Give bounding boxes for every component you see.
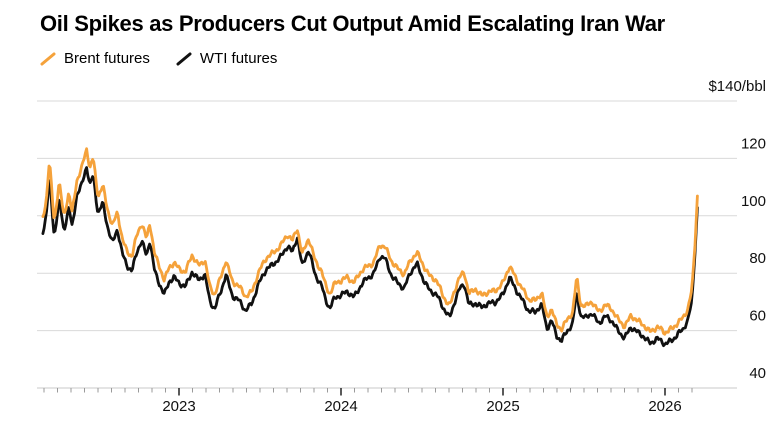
- slash-icon: [40, 52, 56, 65]
- x-axis-label-2024: 2024: [324, 398, 357, 415]
- legend-item-brent: Brent futures: [40, 50, 150, 67]
- legend-label-wti: WTI futures: [199, 50, 278, 67]
- y-axis-label-120: 120: [741, 135, 766, 152]
- chart-legend: Brent futures WTI futures: [40, 50, 277, 67]
- legend-item-wti: WTI futures: [176, 50, 278, 67]
- slash-icon: [176, 52, 192, 65]
- x-axis-label-2023: 2023: [162, 398, 195, 415]
- wti-futures-line: [41, 166, 699, 348]
- y-axis-label-100: 100: [741, 193, 766, 210]
- y-axis-label-60: 60: [749, 308, 766, 325]
- chart-title: Oil Spikes as Producers Cut Output Amid …: [40, 11, 665, 36]
- x-axis-label-2025: 2025: [486, 398, 519, 415]
- wti-legend-mark: [176, 52, 192, 65]
- brent-futures-line: [41, 147, 699, 336]
- brent-legend-mark: [40, 52, 56, 65]
- y-axis-label-80: 80: [749, 250, 766, 267]
- y-axis-unit-label: $140/bbl: [708, 78, 766, 95]
- legend-label-brent: Brent futures: [64, 50, 150, 67]
- y-axis-label-40: 40: [749, 365, 766, 382]
- x-axis-label-2026: 2026: [648, 398, 681, 415]
